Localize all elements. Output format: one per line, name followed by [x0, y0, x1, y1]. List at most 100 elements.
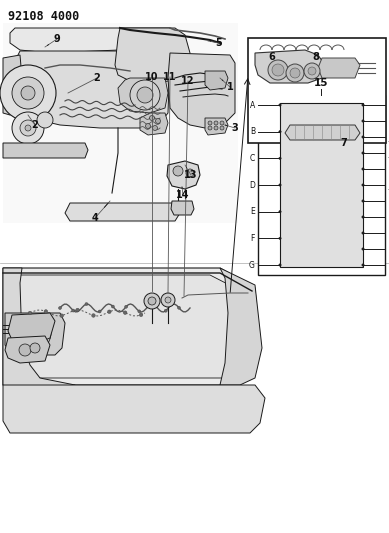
Polygon shape: [255, 50, 325, 83]
Text: I: I: [388, 117, 389, 125]
Circle shape: [173, 166, 183, 176]
Circle shape: [124, 305, 128, 308]
Text: G: G: [249, 261, 255, 270]
Circle shape: [21, 86, 35, 100]
Polygon shape: [65, 203, 180, 221]
Polygon shape: [3, 385, 265, 433]
Text: 13: 13: [184, 170, 198, 180]
Circle shape: [362, 168, 364, 170]
Polygon shape: [168, 53, 235, 128]
Circle shape: [156, 118, 161, 124]
Polygon shape: [118, 78, 168, 113]
Text: 6: 6: [269, 52, 275, 62]
Circle shape: [58, 306, 61, 310]
Text: 10: 10: [145, 72, 159, 82]
Circle shape: [362, 104, 364, 106]
Text: A: A: [250, 101, 255, 109]
Text: 7: 7: [341, 138, 347, 148]
Text: K: K: [388, 165, 389, 174]
Text: I: I: [388, 261, 389, 270]
Text: F: F: [251, 234, 255, 243]
Circle shape: [148, 297, 156, 305]
Circle shape: [164, 309, 167, 312]
Polygon shape: [140, 113, 168, 135]
Text: J: J: [388, 181, 389, 190]
Circle shape: [138, 310, 141, 313]
Circle shape: [107, 310, 111, 313]
Text: 2: 2: [32, 120, 39, 130]
Text: 15: 15: [314, 78, 329, 88]
Text: J: J: [388, 133, 389, 141]
Circle shape: [60, 314, 63, 318]
Circle shape: [362, 152, 364, 154]
Text: 1: 1: [227, 82, 233, 92]
Polygon shape: [3, 268, 75, 400]
Circle shape: [208, 121, 212, 125]
Polygon shape: [10, 28, 175, 53]
Circle shape: [308, 67, 316, 75]
Circle shape: [23, 323, 43, 343]
Circle shape: [72, 309, 75, 312]
Circle shape: [98, 310, 101, 313]
Circle shape: [279, 264, 281, 266]
Polygon shape: [3, 268, 260, 385]
Text: C: C: [250, 154, 255, 163]
Circle shape: [362, 232, 364, 234]
Circle shape: [12, 77, 44, 109]
Polygon shape: [18, 51, 170, 128]
Text: 92108 4000: 92108 4000: [8, 10, 79, 23]
Polygon shape: [167, 161, 200, 189]
Circle shape: [152, 125, 158, 131]
Circle shape: [304, 63, 320, 79]
Text: K: K: [388, 229, 389, 238]
Circle shape: [151, 303, 154, 305]
Circle shape: [149, 116, 154, 120]
Polygon shape: [8, 313, 55, 343]
Polygon shape: [318, 58, 360, 78]
Bar: [280, 103, 363, 267]
Circle shape: [30, 343, 40, 353]
Circle shape: [186, 169, 194, 177]
Circle shape: [214, 126, 218, 130]
Circle shape: [362, 200, 364, 202]
Circle shape: [214, 121, 218, 125]
Polygon shape: [205, 118, 228, 135]
Circle shape: [20, 120, 36, 136]
Circle shape: [145, 124, 151, 128]
Circle shape: [279, 131, 281, 133]
Circle shape: [279, 211, 281, 213]
Text: 8: 8: [313, 52, 319, 62]
Text: B: B: [250, 127, 255, 136]
Bar: [258, 95, 385, 275]
Text: 5: 5: [216, 38, 223, 48]
Circle shape: [362, 184, 364, 186]
Circle shape: [220, 121, 224, 125]
Polygon shape: [205, 71, 228, 90]
Polygon shape: [220, 268, 262, 385]
Polygon shape: [115, 28, 190, 83]
Text: 11: 11: [163, 72, 177, 82]
Circle shape: [0, 65, 56, 121]
Circle shape: [44, 310, 48, 313]
Text: 3: 3: [231, 123, 238, 133]
Circle shape: [85, 303, 88, 305]
Circle shape: [15, 315, 51, 351]
Circle shape: [362, 120, 364, 122]
Polygon shape: [171, 201, 194, 215]
Circle shape: [28, 311, 32, 315]
Circle shape: [286, 64, 304, 82]
Text: 2: 2: [94, 73, 100, 83]
Circle shape: [19, 344, 31, 356]
Circle shape: [290, 68, 300, 78]
Circle shape: [123, 311, 127, 314]
Text: 4: 4: [92, 213, 98, 223]
Bar: [248, 38, 386, 143]
Circle shape: [362, 248, 364, 250]
Circle shape: [272, 64, 284, 76]
Circle shape: [144, 293, 160, 309]
Circle shape: [279, 104, 281, 106]
Text: 12: 12: [181, 76, 195, 86]
Circle shape: [208, 126, 212, 130]
Circle shape: [279, 157, 281, 159]
Circle shape: [279, 184, 281, 186]
